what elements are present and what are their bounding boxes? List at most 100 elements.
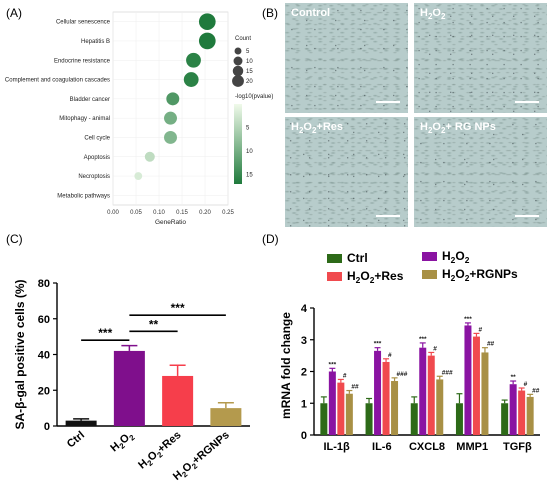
bar — [455, 403, 463, 435]
enrichment-dot — [186, 52, 201, 68]
significance-mark: ## — [487, 341, 495, 348]
color-legend-label: 15 — [246, 173, 253, 179]
bar — [65, 420, 97, 426]
bar — [472, 336, 480, 435]
color-legend-label: 10 — [246, 149, 253, 155]
x-tick-label: TGFβ — [503, 441, 532, 453]
x-tick-label: 0.15 — [176, 210, 188, 216]
bar — [419, 347, 427, 435]
y-axis-title: mRNA fold change — [279, 312, 293, 419]
sa-beta-gal-bar-chart: 0 20 40 60 80 SA-β-gal positive cells (%) Ctrl… — [13, 278, 250, 483]
bar — [374, 350, 382, 435]
micrograph-h2o2: H2O2 — [414, 3, 547, 113]
size-legend-title: Count — [235, 36, 251, 42]
x-tick-label: MMP1 — [456, 441, 488, 453]
significance-mark: *** — [419, 336, 427, 343]
x-tick-label: CXCL8 — [409, 441, 445, 453]
micrograph-label: H2O2 — [420, 7, 446, 22]
scale-bar — [515, 101, 539, 103]
y-tick-label: 0 — [44, 421, 50, 433]
x-tick-label: 0.00 — [107, 210, 119, 216]
size-legend-dot — [232, 65, 244, 77]
x-tick-label: 0.25 — [222, 210, 234, 216]
size-legend-label: 15 — [246, 69, 253, 75]
bar — [382, 361, 390, 435]
x-tick-label: Ctrl — [65, 429, 87, 450]
color-legend-title: -log10(pvalue) — [235, 94, 273, 100]
bar — [391, 381, 399, 435]
y-tick-label: 2 — [301, 367, 307, 379]
bar — [427, 355, 435, 435]
term-label: Bladder cancer — [70, 97, 110, 103]
significance-mark: # — [524, 381, 528, 388]
size-legend-dot — [232, 75, 244, 87]
term-label: Endocrine resistance — [54, 58, 111, 64]
y-tick-label: 1 — [301, 398, 307, 410]
enrichment-dot — [166, 92, 180, 106]
go-enrichment-dot-plot: 0.00 0.05 0.10 0.15 0.20 0.25 GeneRatio Cellula… — [5, 11, 273, 226]
micrograph-label: H2O2+ RG NPs — [420, 121, 496, 136]
size-legend-label: 5 — [246, 49, 250, 55]
bar — [518, 390, 526, 435]
legend-label: H2O2+Res — [347, 269, 404, 285]
enrichment-dot — [198, 32, 216, 50]
significance-mark: # — [388, 352, 392, 359]
significance-mark: *** — [329, 361, 337, 368]
significance-mark: ** — [511, 374, 517, 381]
y-tick-label: 3 — [301, 335, 307, 347]
term-label: Apoptosis — [84, 155, 110, 161]
term-label: Mitophagy - animal — [59, 116, 110, 122]
legend-label: H2O2+RGNPs — [442, 267, 518, 283]
term-label: Hepatitis B — [81, 39, 110, 45]
y-axis-title: SA-β-gal positive cells (%) — [13, 279, 27, 429]
enrichment-dot — [134, 172, 143, 180]
significance-mark: # — [433, 345, 437, 352]
legend-swatch — [422, 252, 437, 261]
significance-mark: *** — [464, 316, 472, 323]
micrograph-label: H2O2+Res — [291, 121, 344, 136]
y-tick-label: 80 — [38, 278, 50, 290]
panel-label-b: (B) — [262, 6, 278, 20]
color-legend-label: 5 — [246, 126, 250, 132]
micrograph-h2o2-rgnps: H2O2+ RG NPs — [414, 117, 547, 227]
bar — [410, 403, 418, 435]
bar — [436, 379, 444, 435]
significance-label: *** — [98, 326, 112, 340]
bar — [113, 350, 145, 426]
x-tick-label: 0.20 — [199, 210, 211, 216]
bar — [501, 403, 509, 435]
y-tick-label: 60 — [38, 314, 50, 326]
panel-label-a: (A) — [6, 6, 22, 20]
significance-label: *** — [171, 301, 185, 315]
y-tick-label: 20 — [38, 385, 50, 397]
scale-bar — [376, 215, 400, 217]
x-tick-label: H2O2+Res — [136, 429, 185, 473]
bar — [345, 393, 353, 435]
size-legend-dot — [234, 47, 242, 55]
micrograph-h2o2-res: H2O2+Res — [285, 117, 408, 227]
x-tick-label: IL-1β — [323, 441, 350, 453]
color-legend-bar — [234, 104, 242, 184]
term-label: Necroptosis — [78, 174, 110, 180]
legend-label: H2O2 — [442, 249, 470, 265]
x-axis-title: GeneRatio — [155, 219, 186, 226]
legend-swatch — [327, 254, 342, 263]
legend-label: Ctrl — [347, 251, 368, 265]
scale-bar — [376, 101, 400, 103]
bar — [509, 384, 517, 435]
significance-mark: # — [343, 372, 347, 379]
bar — [320, 403, 328, 435]
significance-mark: ## — [532, 387, 540, 394]
micrograph-label: Control — [291, 7, 331, 19]
enrichment-dot — [144, 151, 155, 162]
size-legend-label: 10 — [246, 59, 253, 65]
panel-label-c: (C) — [6, 232, 23, 246]
x-tick-label: H2O2 — [108, 429, 136, 456]
significance-label: ** — [149, 317, 159, 331]
micrograph-control: Control — [285, 3, 408, 113]
enrichment-dot — [198, 13, 216, 30]
bar — [464, 325, 472, 435]
x-tick-label: 0.10 — [153, 210, 165, 216]
scale-bar — [515, 215, 539, 217]
size-legend-dot — [233, 56, 243, 66]
